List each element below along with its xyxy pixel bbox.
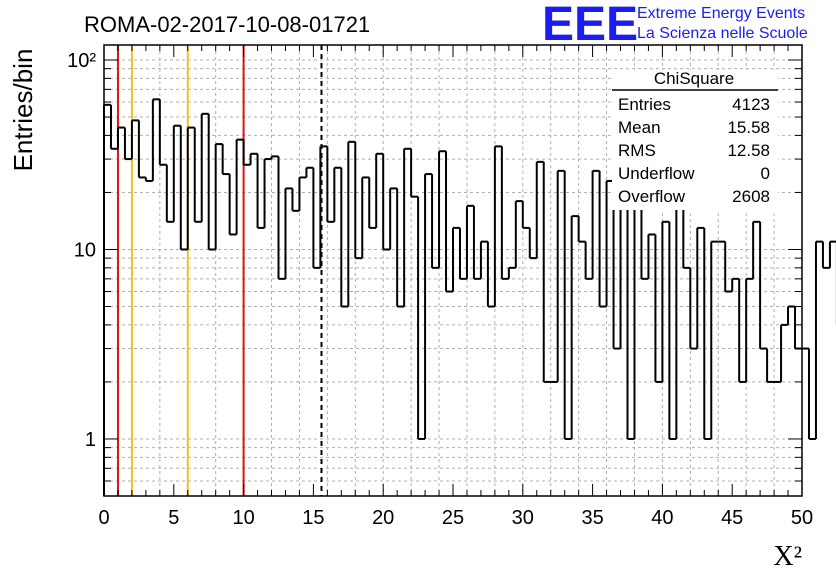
stat-value: 4123	[732, 95, 770, 114]
logo-line-2: La Scienza nelle Scuole	[637, 25, 808, 42]
logo-line-1: Extreme Energy Events	[637, 5, 805, 22]
x-tick-label: 45	[721, 507, 743, 529]
stat-label: Underflow	[618, 164, 695, 183]
stat-label: Overflow	[618, 187, 686, 206]
x-tick-label: 35	[581, 507, 603, 529]
histogram-bins	[103, 98, 836, 496]
x-tick-label: 50	[791, 507, 813, 529]
x-axis-label: X²	[773, 541, 802, 572]
x-tick-labels: 0 5 10 15 20 25 30 35 40 45 50	[98, 507, 813, 529]
x-tick-label: 20	[372, 507, 394, 529]
x-tick-label: 30	[512, 507, 534, 529]
x-tick-label: 40	[651, 507, 673, 529]
y-tick-label: 1	[85, 429, 96, 451]
axes	[103, 44, 803, 497]
x-tick-label: 0	[98, 507, 109, 529]
grid	[104, 45, 802, 497]
y-tick-labels: 1 10 10²	[67, 50, 96, 451]
stats-title: ChiSquare	[654, 69, 734, 88]
stat-value: 2608	[732, 187, 770, 206]
y-tick-label: 10²	[67, 50, 96, 72]
x-tick-label: 10	[232, 507, 254, 529]
chart-title: ROMA-02-2017-10-08-01721	[84, 12, 370, 37]
eee-logo-mark: EEE	[542, 0, 638, 51]
stats-rows: Entries 4123 Mean 15.58 RMS 12.58 Underflow 0 Ov…	[618, 95, 770, 206]
x-tick-label: 25	[442, 507, 464, 529]
stat-value: 15.58	[727, 118, 770, 137]
y-tick-label: 10	[74, 239, 96, 261]
stat-value: 12.58	[727, 141, 770, 160]
stats-box: ChiSquare Entries 4123 Mean 15.58 RMS 12.58 Un…	[612, 69, 778, 210]
stat-label: Entries	[618, 95, 671, 114]
eee-logo: EEE Extreme Energy Events La Scienza nel…	[542, 0, 808, 51]
y-axis-label: Entries/bin	[8, 49, 38, 172]
stat-label: Mean	[618, 118, 661, 137]
x-tick-label: 5	[168, 507, 179, 529]
stats-box-background	[612, 70, 778, 210]
stat-label: RMS	[618, 141, 656, 160]
x-tick-label: 15	[302, 507, 324, 529]
stat-value: 0	[761, 164, 770, 183]
